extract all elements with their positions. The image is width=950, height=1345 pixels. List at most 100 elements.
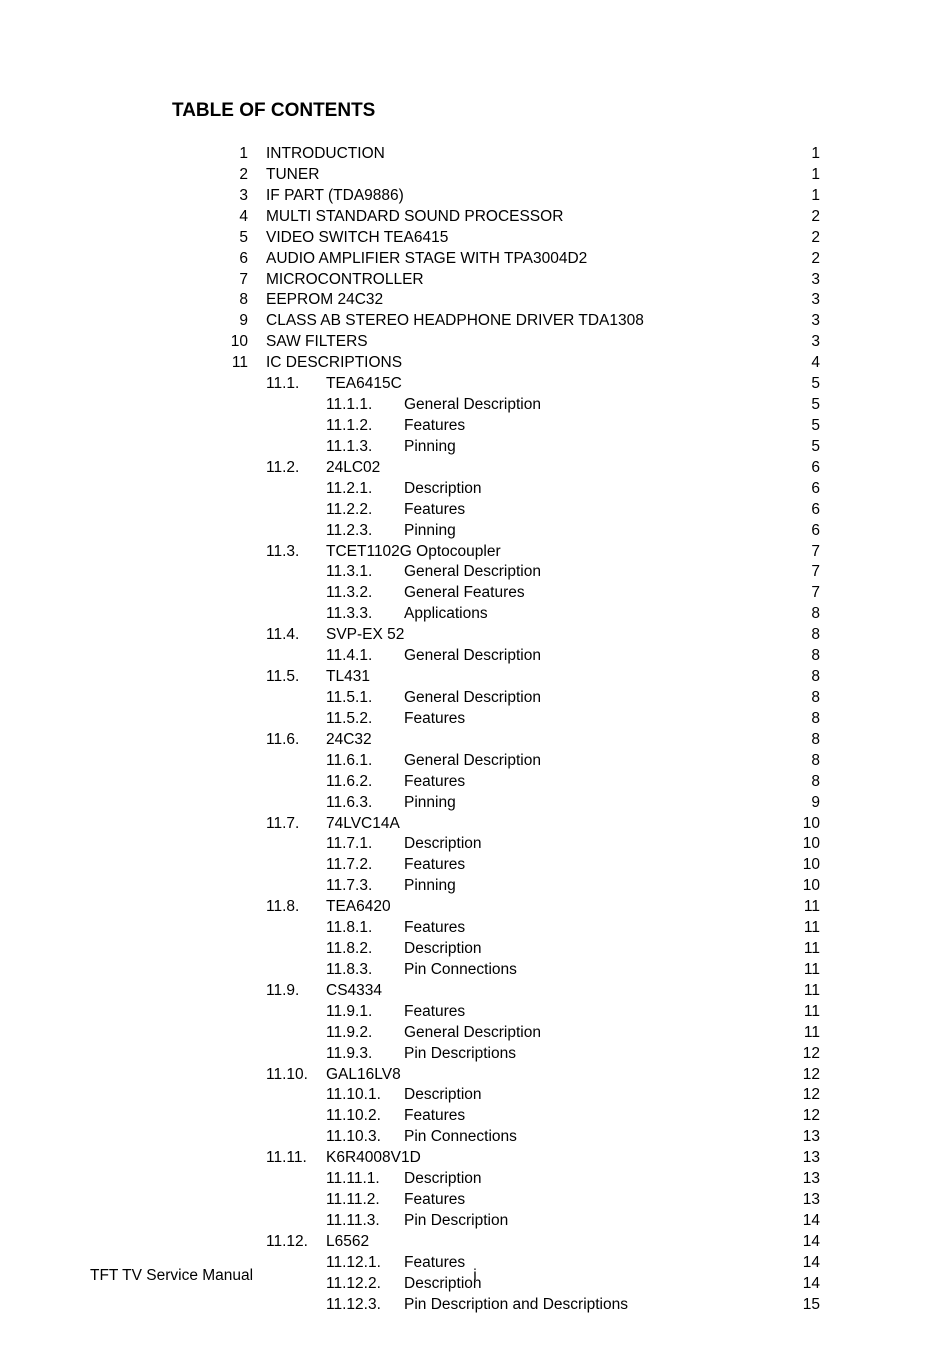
toc-subsection-number: 11.6.1. — [326, 751, 404, 772]
toc-row: 11.10.GAL16LV812 — [188, 1065, 820, 1086]
toc-entry-title: VIDEO SWITCH TEA6415 — [266, 228, 780, 249]
toc-entry-title: Features — [404, 918, 780, 939]
toc-section-number: 11.2. — [266, 458, 326, 479]
toc-row: 11.8.TEA642011 — [188, 897, 820, 918]
toc-entry-title: General Features — [404, 583, 780, 604]
toc-row: 11.4.SVP-EX 528 — [188, 625, 820, 646]
toc-entry-title: TUNER — [266, 165, 780, 186]
toc-row: 11.1.2.Features5 — [188, 416, 820, 437]
toc-chapter-number — [188, 374, 266, 395]
toc-entry-page: 5 — [780, 416, 820, 437]
toc-chapter-number — [188, 1085, 266, 1106]
toc-section-number: 11.8. — [266, 897, 326, 918]
toc-entry-title: IF PART (TDA9886) — [266, 186, 780, 207]
toc-subsection-number: 11.4.1. — [326, 646, 404, 667]
toc-chapter-number — [188, 542, 266, 563]
toc-entry-title: Pin Description — [404, 1211, 780, 1232]
toc-chapter-number: 8 — [188, 290, 266, 311]
toc-subsection-number: 11.10.2. — [326, 1106, 404, 1127]
toc-entry-page: 12 — [780, 1106, 820, 1127]
toc-entry-title: General Description — [404, 1023, 780, 1044]
toc-row: 11.6.3.Pinning9 — [188, 793, 820, 814]
toc-subsection-number: 11.6.2. — [326, 772, 404, 793]
toc-entry-title: Features — [404, 772, 780, 793]
toc-entry-title: Description — [404, 834, 780, 855]
toc-body: 1INTRODUCTION12TUNER13IF PART (TDA9886)1… — [188, 144, 820, 1316]
toc-section-number — [266, 1169, 326, 1190]
toc-section-number — [266, 1106, 326, 1127]
toc-chapter-number — [188, 793, 266, 814]
toc-row: 11.11.1.Description13 — [188, 1169, 820, 1190]
toc-entry-page: 13 — [780, 1190, 820, 1211]
toc-entry-title: MICROCONTROLLER — [266, 270, 780, 291]
toc-row: 11.6.24C328 — [188, 730, 820, 751]
toc-chapter-number — [188, 1065, 266, 1086]
toc-entry-page: 6 — [780, 479, 820, 500]
toc-row: 11.3.TCET1102G Optocoupler7 — [188, 542, 820, 563]
toc-chapter-number: 3 — [188, 186, 266, 207]
toc-row: 11.9.3.Pin Descriptions12 — [188, 1044, 820, 1065]
toc-row: 11.9.2.General Description11 — [188, 1023, 820, 1044]
toc-subsection-number: 11.9.2. — [326, 1023, 404, 1044]
toc-section-number — [266, 562, 326, 583]
toc-row: 11.9.CS433411 — [188, 981, 820, 1002]
toc-chapter-number: 6 — [188, 249, 266, 270]
toc-chapter-number — [188, 772, 266, 793]
toc-subsection-number: 11.8.1. — [326, 918, 404, 939]
toc-entry-page: 12 — [780, 1065, 820, 1086]
toc-subsection-number: 11.12.3. — [326, 1295, 404, 1316]
toc-entry-title: INTRODUCTION — [266, 144, 780, 165]
toc-entry-page: 3 — [780, 332, 820, 353]
toc-subsection-number: 11.9.1. — [326, 1002, 404, 1023]
toc-chapter-number — [188, 521, 266, 542]
toc-chapter-number — [188, 583, 266, 604]
toc-entry-title: CLASS AB STEREO HEADPHONE DRIVER TDA1308 — [266, 311, 780, 332]
toc-section-number — [266, 1190, 326, 1211]
toc-entry-title: Pinning — [404, 521, 780, 542]
toc-row: 11.8.1.Features11 — [188, 918, 820, 939]
toc-section-number: 11.6. — [266, 730, 326, 751]
toc-entry-title: Features — [404, 1106, 780, 1127]
toc-chapter-number — [188, 1169, 266, 1190]
toc-chapter-number — [188, 688, 266, 709]
toc-entry-title: SAW FILTERS — [266, 332, 780, 353]
toc-entry-title: Pin Connections — [404, 960, 780, 981]
toc-entry-page: 5 — [780, 374, 820, 395]
toc-chapter-number — [188, 1190, 266, 1211]
toc-row: 11.12.L656214 — [188, 1232, 820, 1253]
toc-row: 2TUNER1 — [188, 165, 820, 186]
toc-row: 11.5.TL4318 — [188, 667, 820, 688]
toc-entry-title: General Description — [404, 751, 780, 772]
toc-chapter-number — [188, 625, 266, 646]
toc-chapter-number — [188, 437, 266, 458]
toc-entry-page: 3 — [780, 270, 820, 291]
toc-row: 11.1.TEA6415C5 — [188, 374, 820, 395]
toc-chapter-number: 11 — [188, 353, 266, 374]
toc-section-number — [266, 500, 326, 521]
toc-row: 11.7.1.Description10 — [188, 834, 820, 855]
toc-entry-title: Features — [404, 855, 780, 876]
toc-chapter-number: 2 — [188, 165, 266, 186]
toc-entry-page: 11 — [780, 897, 820, 918]
toc-section-number — [266, 960, 326, 981]
toc-entry-page: 11 — [780, 1023, 820, 1044]
toc-entry-title: 24C32 — [326, 730, 780, 751]
toc-entry-title: Features — [404, 500, 780, 521]
toc-subsection-number: 11.1.3. — [326, 437, 404, 458]
toc-subsection-number: 11.5.1. — [326, 688, 404, 709]
toc-entry-page: 8 — [780, 646, 820, 667]
toc-entry-page: 10 — [780, 876, 820, 897]
toc-row: 11.12.3.Pin Description and Descriptions… — [188, 1295, 820, 1316]
toc-entry-title: Pinning — [404, 876, 780, 897]
toc-subsection-number: 11.3.3. — [326, 604, 404, 625]
toc-section-number — [266, 395, 326, 416]
toc-entry-page: 7 — [780, 562, 820, 583]
toc-section-number — [266, 1295, 326, 1316]
toc-entry-title: 24LC02 — [326, 458, 780, 479]
toc-entry-title: TEA6415C — [326, 374, 780, 395]
toc-entry-page: 9 — [780, 793, 820, 814]
toc-entry-title: Description — [404, 939, 780, 960]
toc-chapter-number — [188, 646, 266, 667]
toc-entry-page: 13 — [780, 1169, 820, 1190]
toc-heading: TABLE OF CONTENTS — [172, 100, 820, 122]
